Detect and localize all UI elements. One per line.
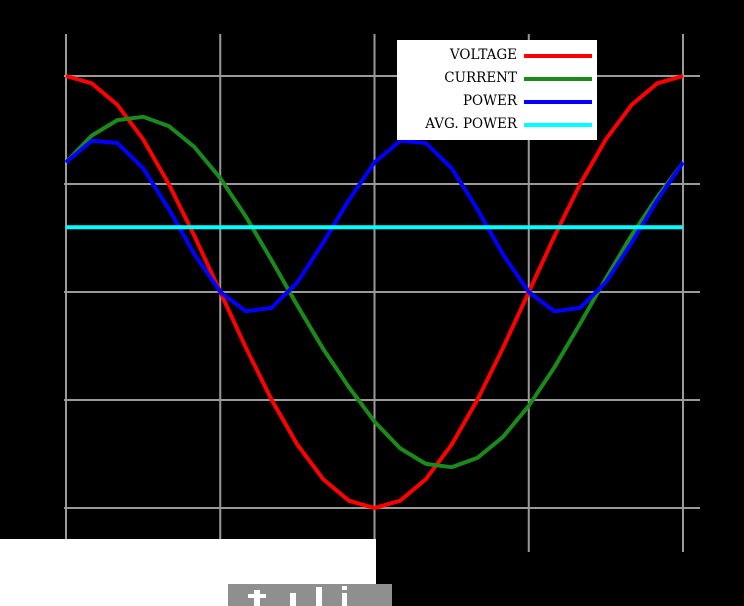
legend: VOLTAGE CURRENT POWER AVG. POWER — [397, 40, 597, 140]
overlay-card — [0, 539, 392, 606]
legend-item-avg-power: AVG. POWER — [397, 114, 597, 137]
legend-item-power: POWER — [397, 91, 597, 114]
glyph-stroke — [290, 593, 296, 606]
series-line-voltage — [65, 74, 684, 510]
glyph-stroke — [342, 586, 347, 590]
glyph-stroke — [248, 594, 266, 598]
series-line-current — [64, 114, 685, 470]
overlay-image-fragment — [228, 584, 392, 606]
legend-label: POWER — [462, 93, 517, 109]
legend-swatch — [524, 123, 592, 127]
legend-swatch — [524, 100, 592, 104]
series-lines — [64, 74, 685, 510]
legend-label: AVG. POWER — [425, 116, 517, 132]
legend-item-voltage: VOLTAGE — [397, 45, 597, 68]
series-line-power — [64, 138, 685, 314]
legend-label: VOLTAGE — [449, 47, 517, 63]
legend-item-current: CURRENT — [397, 68, 597, 91]
legend-swatch — [524, 77, 592, 81]
glyph-stroke — [342, 593, 347, 606]
legend-swatch — [524, 54, 592, 58]
legend-label: CURRENT — [444, 70, 517, 86]
glyph-stroke — [316, 587, 322, 606]
glyph-stroke — [254, 590, 260, 606]
